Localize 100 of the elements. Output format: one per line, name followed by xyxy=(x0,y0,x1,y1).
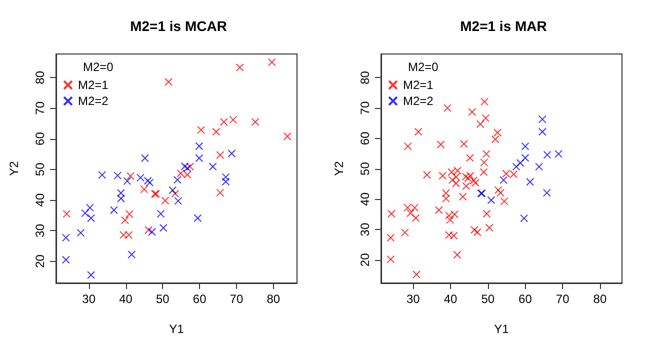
point xyxy=(144,176,152,185)
point xyxy=(436,140,445,149)
y-tick-label: 20 xyxy=(33,254,47,268)
point xyxy=(110,206,118,214)
legend-label: M2=1 xyxy=(78,78,109,92)
legend-label: M2=1 xyxy=(403,78,434,92)
point xyxy=(487,196,496,204)
point xyxy=(136,174,145,182)
point xyxy=(171,190,180,198)
y-tick-label: 40 xyxy=(33,193,47,207)
point xyxy=(450,232,458,240)
y-tick-label: 20 xyxy=(358,252,372,267)
y-tick-label: 30 xyxy=(358,222,372,236)
point xyxy=(538,128,546,136)
chart-title: M2=1 is MAR xyxy=(460,18,547,34)
point xyxy=(410,204,419,212)
point xyxy=(140,154,149,162)
point xyxy=(468,108,476,116)
y-tick-label: 70 xyxy=(358,101,372,115)
point xyxy=(236,63,244,72)
point xyxy=(404,204,412,212)
x-tick-label: 50 xyxy=(156,292,170,306)
point xyxy=(450,210,459,218)
point xyxy=(173,176,182,184)
x-tick-label: 30 xyxy=(82,292,96,306)
point xyxy=(216,188,224,197)
point xyxy=(386,255,395,264)
point xyxy=(466,172,474,180)
y-axis-title: Y2 xyxy=(332,160,346,176)
point xyxy=(500,176,508,184)
x-tick-label: 70 xyxy=(556,292,570,306)
y-tick-label: 50 xyxy=(33,162,47,176)
point xyxy=(159,224,168,232)
point xyxy=(543,150,552,159)
point xyxy=(125,210,134,218)
y-tick-label: 40 xyxy=(358,192,372,206)
point xyxy=(124,230,133,239)
point xyxy=(121,216,130,224)
point xyxy=(453,250,462,259)
point xyxy=(521,154,530,162)
point xyxy=(480,98,488,106)
point xyxy=(482,114,490,122)
x-tick-label: 70 xyxy=(230,292,244,306)
point xyxy=(510,170,518,178)
point xyxy=(445,212,454,220)
point xyxy=(473,228,482,236)
point xyxy=(114,172,122,180)
x-tick-label: 40 xyxy=(119,292,133,306)
x-tick-label: 40 xyxy=(444,292,458,306)
point xyxy=(62,234,70,242)
point xyxy=(197,126,206,134)
legend-label: M2=2 xyxy=(403,94,434,108)
point xyxy=(123,177,132,186)
point xyxy=(208,162,217,171)
legend-title: M2=0 xyxy=(408,60,439,74)
point xyxy=(485,224,494,232)
point xyxy=(183,164,192,172)
point xyxy=(526,178,534,186)
point xyxy=(554,150,562,158)
y-tick-label: 30 xyxy=(33,224,47,238)
legend-label: M2=2 xyxy=(78,94,109,108)
point xyxy=(174,196,182,205)
point xyxy=(516,159,524,168)
point xyxy=(387,210,396,218)
point xyxy=(195,142,204,150)
point xyxy=(500,197,508,206)
point xyxy=(216,151,224,160)
point xyxy=(386,234,395,242)
point xyxy=(268,58,276,66)
point xyxy=(148,228,156,236)
x-axis-title: Y1 xyxy=(169,322,184,336)
point xyxy=(502,170,510,178)
point xyxy=(212,128,220,136)
point xyxy=(120,230,128,239)
point xyxy=(414,128,422,136)
point xyxy=(195,154,204,162)
chart-title: M2=1 is MCAR xyxy=(130,18,227,34)
legend-title: M2=0 xyxy=(83,60,114,74)
point xyxy=(521,142,530,150)
point xyxy=(146,178,154,187)
point xyxy=(76,228,85,237)
y-tick-label: 60 xyxy=(33,132,47,146)
point xyxy=(470,226,478,234)
point xyxy=(535,162,544,171)
point xyxy=(412,214,420,222)
y-tick-label: 80 xyxy=(358,70,372,84)
point xyxy=(168,186,177,194)
y-axis-title: Y2 xyxy=(7,160,21,176)
point xyxy=(144,226,153,234)
point xyxy=(460,140,468,148)
point xyxy=(512,162,520,171)
y-tick-label: 50 xyxy=(358,162,372,176)
point xyxy=(434,206,443,214)
point xyxy=(476,120,484,128)
point xyxy=(482,210,491,218)
x-tick-label: 60 xyxy=(518,292,532,306)
point xyxy=(87,214,96,222)
point xyxy=(140,185,148,194)
point xyxy=(62,256,70,264)
point xyxy=(164,78,173,86)
